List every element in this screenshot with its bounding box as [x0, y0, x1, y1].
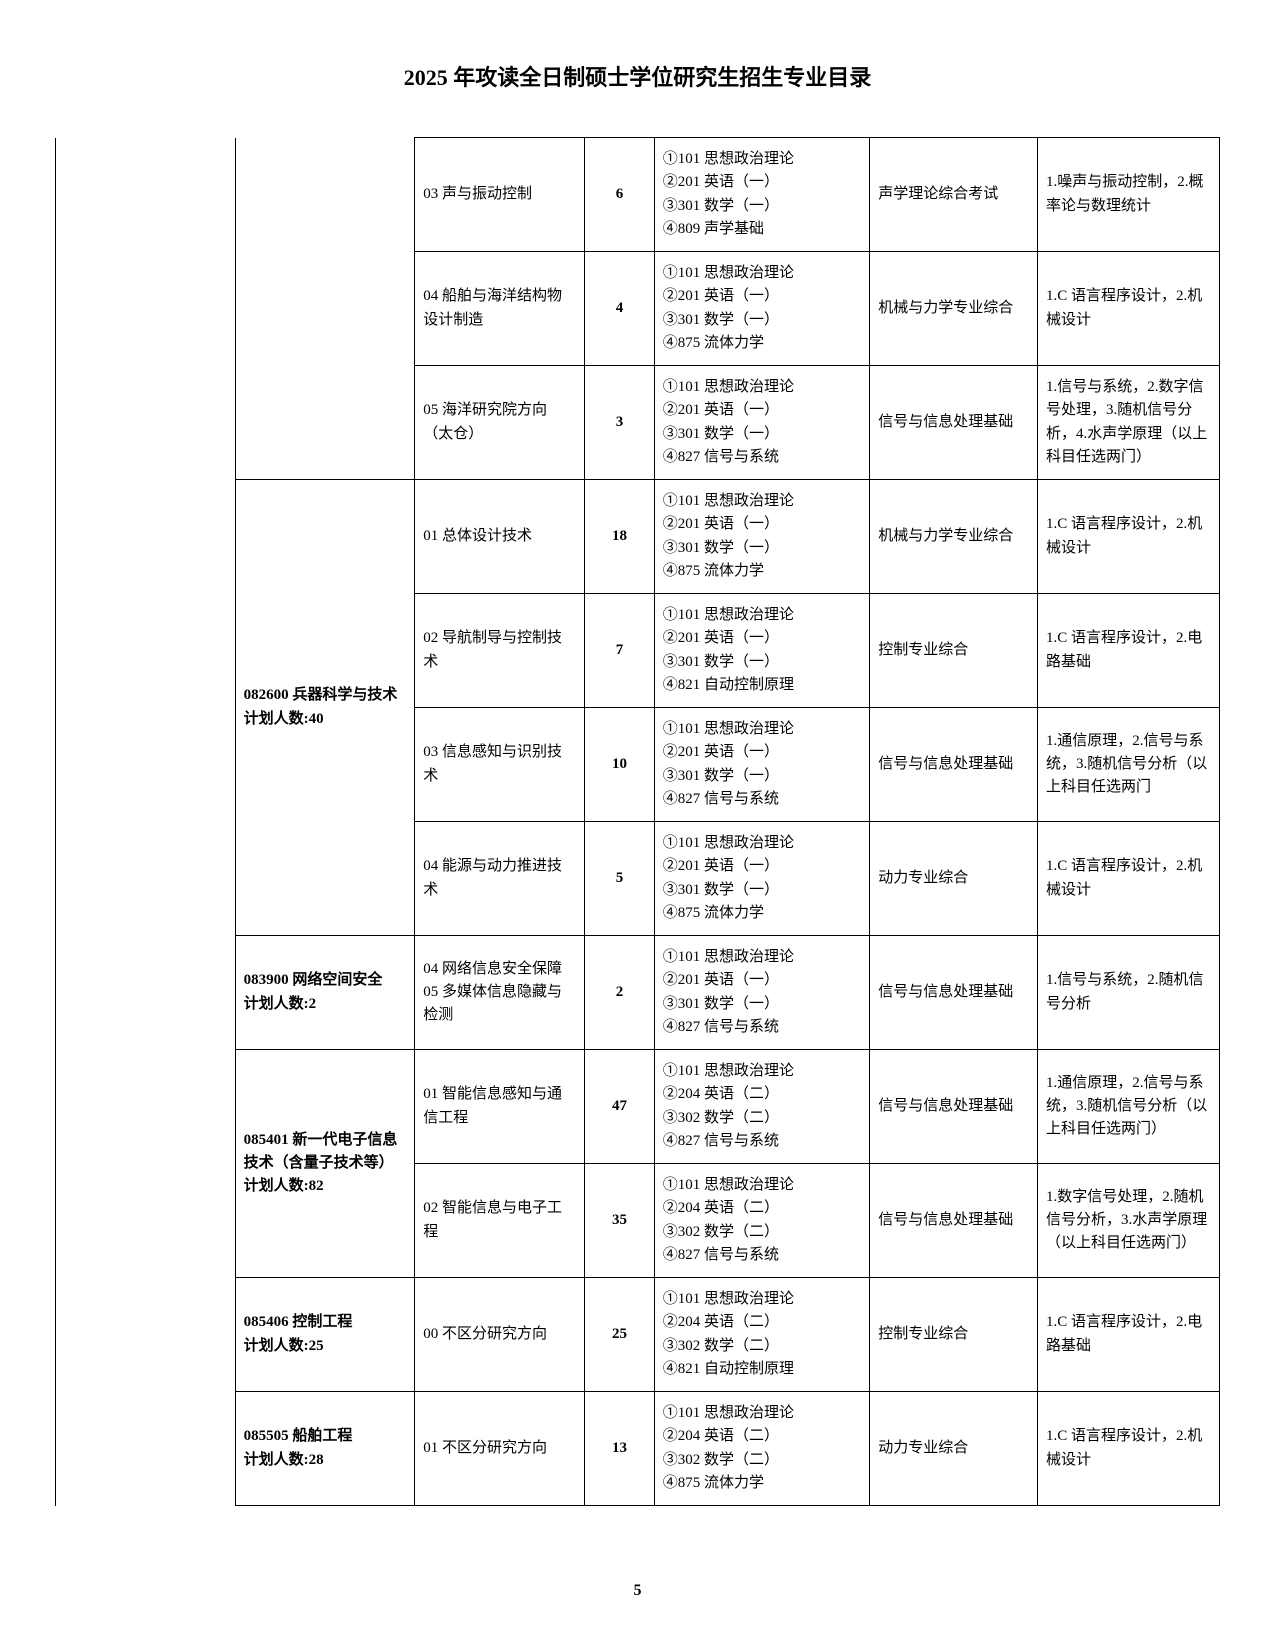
- direction-cell: 03 信息感知与识别技术: [415, 708, 585, 822]
- exams-cell: ①101 思想政治理论②201 英语（一）③301 数学（一）④875 流体力学: [654, 252, 870, 366]
- subject-cell: 085401 新一代电子信息技术（含量子技术等）计划人数:82: [235, 1050, 415, 1278]
- equiv-cell: 1.信号与系统，2.随机信号分析: [1037, 936, 1219, 1050]
- count-cell: 10: [585, 708, 654, 822]
- direction-cell: 02 智能信息与电子工程: [415, 1164, 585, 1278]
- exams-cell: ①101 思想政治理论②201 英语（一）③301 数学（一）④875 流体力学: [654, 822, 870, 936]
- subject-cell: 085505 船舶工程计划人数:28: [235, 1392, 415, 1506]
- retry-cell: 控制专业综合: [870, 594, 1038, 708]
- direction-cell: 01 总体设计技术: [415, 480, 585, 594]
- direction-cell: 04 船舶与海洋结构物设计制造: [415, 252, 585, 366]
- subject-cell: 085406 控制工程计划人数:25: [235, 1278, 415, 1392]
- subject-cell: [235, 138, 415, 480]
- count-cell: 3: [585, 366, 654, 480]
- exams-cell: ①101 思想政治理论②204 英语（二）③302 数学（二）④875 流体力学: [654, 1392, 870, 1506]
- equiv-cell: 1.C 语言程序设计，2.机械设计: [1037, 252, 1219, 366]
- retry-cell: 机械与力学专业综合: [870, 480, 1038, 594]
- equiv-cell: 1.C 语言程序设计，2.电路基础: [1037, 1278, 1219, 1392]
- count-cell: 25: [585, 1278, 654, 1392]
- equiv-cell: 1.通信原理，2.信号与系统，3.随机信号分析（以上科目任选两门）: [1037, 1050, 1219, 1164]
- retry-cell: 信号与信息处理基础: [870, 1050, 1038, 1164]
- subject-cell: 083900 网络空间安全计划人数:2: [235, 936, 415, 1050]
- direction-cell: 05 海洋研究院方向（太仓）: [415, 366, 585, 480]
- retry-cell: 信号与信息处理基础: [870, 936, 1038, 1050]
- direction-cell: 01 不区分研究方向: [415, 1392, 585, 1506]
- count-cell: 35: [585, 1164, 654, 1278]
- direction-cell: 02 导航制导与控制技术: [415, 594, 585, 708]
- direction-cell: 04 能源与动力推进技术: [415, 822, 585, 936]
- page-title: 2025 年攻读全日制硕士学位研究生招生专业目录: [55, 60, 1220, 92]
- direction-cell: 03 声与振动控制: [415, 138, 585, 252]
- equiv-cell: 1.C 语言程序设计，2.机械设计: [1037, 822, 1219, 936]
- exams-cell: ①101 思想政治理论②201 英语（一）③301 数学（一）④821 自动控制…: [654, 594, 870, 708]
- count-cell: 18: [585, 480, 654, 594]
- retry-cell: 控制专业综合: [870, 1278, 1038, 1392]
- equiv-cell: 1.数字信号处理，2.随机信号分析，3.水声学原理（以上科目任选两门）: [1037, 1164, 1219, 1278]
- equiv-cell: 1.C 语言程序设计，2.机械设计: [1037, 480, 1219, 594]
- retry-cell: 信号与信息处理基础: [870, 1164, 1038, 1278]
- exams-cell: ①101 思想政治理论②201 英语（一）③301 数学（一）④875 流体力学: [654, 480, 870, 594]
- exams-cell: ①101 思想政治理论②204 英语（二）③302 数学（二）④827 信号与系…: [654, 1050, 870, 1164]
- count-cell: 2: [585, 936, 654, 1050]
- direction-cell: 04 网络信息安全保障05 多媒体信息隐藏与检测: [415, 936, 585, 1050]
- count-cell: 5: [585, 822, 654, 936]
- blank-col: [56, 138, 236, 1506]
- retry-cell: 机械与力学专业综合: [870, 252, 1038, 366]
- equiv-cell: 1.信号与系统，2.数字信号处理，3.随机信号分析，4.水声学原理（以上科目任选…: [1037, 366, 1219, 480]
- exams-cell: ①101 思想政治理论②201 英语（一）③301 数学（一）④827 信号与系…: [654, 708, 870, 822]
- count-cell: 47: [585, 1050, 654, 1164]
- retry-cell: 信号与信息处理基础: [870, 366, 1038, 480]
- count-cell: 4: [585, 252, 654, 366]
- retry-cell: 声学理论综合考试: [870, 138, 1038, 252]
- retry-cell: 信号与信息处理基础: [870, 708, 1038, 822]
- equiv-cell: 1.噪声与振动控制，2.概率论与数理统计: [1037, 138, 1219, 252]
- count-cell: 13: [585, 1392, 654, 1506]
- retry-cell: 动力专业综合: [870, 1392, 1038, 1506]
- table-row: 03 声与振动控制 6 ①101 思想政治理论②201 英语（一）③301 数学…: [56, 138, 1220, 252]
- subject-cell: 082600 兵器科学与技术计划人数:40: [235, 480, 415, 936]
- exams-cell: ①101 思想政治理论②201 英语（一）③301 数学（一）④827 信号与系…: [654, 366, 870, 480]
- count-cell: 6: [585, 138, 654, 252]
- direction-cell: 01 智能信息感知与通信工程: [415, 1050, 585, 1164]
- catalog-table: 03 声与振动控制 6 ①101 思想政治理论②201 英语（一）③301 数学…: [55, 137, 1220, 1506]
- exams-cell: ①101 思想政治理论②204 英语（二）③302 数学（二）④827 信号与系…: [654, 1164, 870, 1278]
- page-number: 5: [0, 1582, 1275, 1600]
- count-cell: 7: [585, 594, 654, 708]
- equiv-cell: 1.C 语言程序设计，2.电路基础: [1037, 594, 1219, 708]
- equiv-cell: 1.通信原理，2.信号与系统，3.随机信号分析（以上科目任选两门: [1037, 708, 1219, 822]
- exams-cell: ①101 思想政治理论②201 英语（一）③301 数学（一）④827 信号与系…: [654, 936, 870, 1050]
- exams-cell: ①101 思想政治理论②201 英语（一）③301 数学（一）④809 声学基础: [654, 138, 870, 252]
- equiv-cell: 1.C 语言程序设计，2.机械设计: [1037, 1392, 1219, 1506]
- exams-cell: ①101 思想政治理论②204 英语（二）③302 数学（二）④821 自动控制…: [654, 1278, 870, 1392]
- direction-cell: 00 不区分研究方向: [415, 1278, 585, 1392]
- retry-cell: 动力专业综合: [870, 822, 1038, 936]
